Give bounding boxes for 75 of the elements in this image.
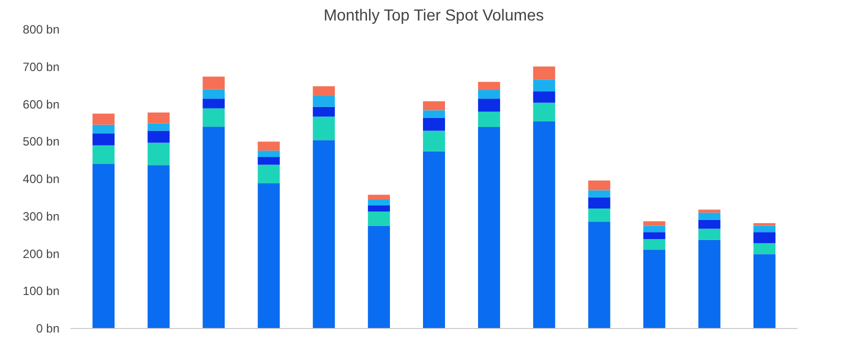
bar bbox=[478, 98, 500, 112]
y-tick-label: 200 bn bbox=[22, 246, 60, 261]
bar bbox=[753, 243, 776, 254]
bar bbox=[422, 101, 446, 110]
bar bbox=[368, 194, 390, 200]
bar bbox=[533, 92, 556, 103]
bar bbox=[92, 164, 115, 328]
bar bbox=[92, 124, 115, 134]
chart-title: Monthly Top Tier Spot Volumes bbox=[324, 8, 544, 24]
bar bbox=[533, 102, 556, 122]
bar bbox=[698, 220, 720, 229]
bar bbox=[698, 210, 720, 213]
y-tick-label: 0 bn bbox=[36, 322, 60, 336]
bar bbox=[148, 142, 170, 166]
bar bbox=[533, 121, 556, 328]
bar bbox=[368, 200, 390, 206]
bar bbox=[478, 127, 500, 328]
bar bbox=[422, 130, 446, 152]
bar bbox=[753, 223, 776, 226]
bar bbox=[422, 151, 446, 328]
bar bbox=[368, 212, 390, 226]
bar bbox=[148, 112, 170, 124]
bar bbox=[698, 240, 720, 328]
bar bbox=[312, 116, 335, 140]
y-tick-label: 700 bn bbox=[22, 60, 60, 74]
bar bbox=[258, 164, 280, 184]
bar bbox=[698, 228, 720, 240]
bar bbox=[478, 82, 500, 90]
bar bbox=[258, 150, 280, 157]
bar bbox=[753, 232, 776, 244]
bar bbox=[368, 226, 390, 328]
bar bbox=[643, 232, 666, 240]
bar bbox=[422, 110, 446, 118]
bar bbox=[753, 254, 776, 328]
bar bbox=[148, 165, 170, 328]
bar bbox=[478, 112, 500, 128]
bar bbox=[588, 222, 610, 328]
bar bbox=[258, 183, 280, 328]
bar bbox=[588, 180, 610, 190]
bar bbox=[148, 123, 170, 131]
bar bbox=[202, 126, 225, 328]
y-tick-label: 600 bn bbox=[22, 97, 60, 112]
bar bbox=[753, 226, 776, 232]
bar bbox=[643, 226, 666, 232]
bar bbox=[698, 212, 720, 220]
bar bbox=[368, 206, 390, 212]
bar bbox=[588, 208, 610, 222]
bar bbox=[258, 156, 280, 165]
bar bbox=[202, 76, 225, 90]
y-tick-label: 100 bn bbox=[22, 284, 60, 298]
bar bbox=[312, 96, 335, 107]
bar bbox=[588, 190, 610, 198]
bar bbox=[202, 89, 225, 99]
bar bbox=[92, 114, 115, 125]
y-tick-label: 800 bn bbox=[22, 22, 60, 36]
y-tick-label: 300 bn bbox=[22, 209, 60, 224]
bar bbox=[533, 66, 556, 80]
bar bbox=[92, 133, 115, 146]
bar bbox=[478, 90, 500, 99]
bar bbox=[643, 250, 666, 328]
bar bbox=[312, 140, 335, 328]
y-tick-label: 500 bn bbox=[22, 134, 60, 149]
bar bbox=[643, 221, 666, 226]
y-tick-label: 400 bn bbox=[22, 172, 60, 186]
bar bbox=[312, 106, 335, 117]
bar bbox=[533, 80, 556, 92]
bar bbox=[258, 142, 280, 151]
bar bbox=[422, 118, 446, 131]
bar bbox=[588, 197, 610, 209]
bar bbox=[312, 86, 335, 96]
bar bbox=[92, 145, 115, 164]
bar bbox=[202, 98, 225, 108]
bar bbox=[643, 239, 666, 250]
bar bbox=[148, 130, 170, 143]
bar bbox=[202, 108, 225, 127]
